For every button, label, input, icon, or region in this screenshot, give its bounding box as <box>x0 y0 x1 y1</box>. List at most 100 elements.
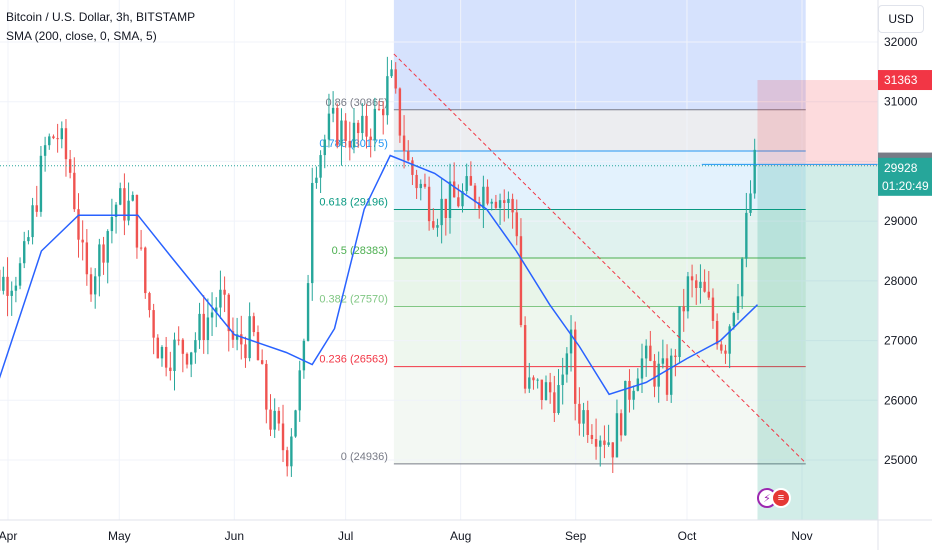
candle-body <box>728 326 731 354</box>
candle-body <box>252 316 256 333</box>
candle-body <box>611 442 614 458</box>
candle-body <box>511 198 514 213</box>
candle-body <box>260 360 264 364</box>
candle-body <box>461 191 464 207</box>
candle-body <box>231 331 235 340</box>
candle-body <box>544 382 548 401</box>
candle-body <box>615 413 619 458</box>
candle-body <box>386 76 389 116</box>
candle-body <box>315 177 318 183</box>
trend-line <box>393 53 807 464</box>
y-tick-label: 28000 <box>884 274 918 288</box>
candle-body <box>169 367 172 372</box>
candle-body <box>649 345 652 361</box>
candle-body <box>440 198 443 226</box>
candle-body <box>306 283 310 341</box>
candle-body <box>490 201 493 204</box>
candle-body <box>202 313 205 341</box>
candle-body <box>432 221 435 228</box>
candle-body <box>311 182 314 284</box>
candle-body <box>27 237 30 242</box>
fib-level-label: 0.236 (26563) <box>319 354 388 366</box>
candle-body <box>553 392 556 414</box>
candle-body <box>135 194 139 248</box>
candle-body <box>156 337 160 359</box>
target-price-label-box <box>878 70 932 91</box>
candle-body <box>394 69 397 89</box>
candle-body <box>486 186 489 204</box>
candle-body <box>619 413 623 436</box>
x-tick-label: Jun <box>225 529 244 543</box>
event-badges[interactable]: ⚡ ≡ <box>757 488 791 508</box>
fib-level-label: 0.618 (29196) <box>319 196 388 208</box>
candle-body <box>390 69 393 77</box>
candle-body <box>411 160 414 175</box>
candle-body <box>127 200 130 221</box>
candle-body <box>590 434 594 440</box>
candle-body <box>265 363 268 410</box>
fib-zone <box>393 109 806 151</box>
candle-body <box>269 409 272 430</box>
x-tick-label: Jul <box>338 529 353 543</box>
candle-body <box>68 159 72 173</box>
candle-body <box>369 136 372 141</box>
candle-body <box>189 352 193 365</box>
candle-body <box>674 355 677 358</box>
candle-body <box>281 423 285 451</box>
candle-body <box>427 186 431 222</box>
candle-body <box>695 280 698 288</box>
candle-body <box>457 197 460 207</box>
candle-body <box>699 281 702 288</box>
fib-level-label: 0.382 (27570) <box>319 294 388 306</box>
candle-body <box>444 198 448 218</box>
candle-body <box>703 281 706 292</box>
candle-body <box>548 382 552 393</box>
candle-body <box>586 410 589 435</box>
y-tick-label: 29000 <box>884 214 918 228</box>
candle-body <box>348 140 352 148</box>
candle-body <box>724 350 727 354</box>
candle-body <box>2 276 5 291</box>
candle-body <box>18 263 22 286</box>
y-tick-label: 27000 <box>884 334 918 348</box>
candle-body <box>352 122 356 148</box>
stop-zone <box>757 165 878 520</box>
candle-body <box>240 334 243 345</box>
candle-body <box>177 339 180 341</box>
candle-body <box>131 194 134 201</box>
candle-body <box>148 293 151 311</box>
sma-legend: SMA (200, close, 0, SMA, 5) <box>6 29 157 43</box>
candle-body <box>528 377 531 389</box>
candle-body <box>173 339 176 372</box>
candle-body <box>223 289 226 295</box>
candle-body <box>285 450 289 467</box>
us-flag-icon[interactable]: ≡ <box>771 488 791 508</box>
time-axis-bg <box>0 520 932 550</box>
candle-body <box>206 317 210 341</box>
candle-body <box>215 307 218 313</box>
candle-body <box>665 358 669 395</box>
candle-body <box>210 312 214 318</box>
candle-body <box>277 410 281 424</box>
currency-button[interactable]: USD <box>878 5 924 33</box>
candle-body <box>532 377 535 381</box>
candle-body <box>6 276 9 296</box>
candle-body <box>678 306 681 358</box>
candle-body <box>749 193 752 213</box>
fib-extension-zone <box>393 0 806 110</box>
candle-body <box>624 380 627 436</box>
candle-body <box>653 360 656 387</box>
x-tick-label: Aug <box>450 529 471 543</box>
candle-body <box>594 439 598 447</box>
x-tick-label: Apr <box>0 529 17 543</box>
fib-zone <box>393 209 806 258</box>
candle-body <box>436 225 439 228</box>
candle-body <box>494 201 498 208</box>
candle-body <box>119 188 122 205</box>
candle-body <box>565 353 569 375</box>
candle-body <box>290 436 293 467</box>
candle-body <box>43 145 47 156</box>
candle-body <box>327 113 331 140</box>
candle-body <box>740 258 744 297</box>
